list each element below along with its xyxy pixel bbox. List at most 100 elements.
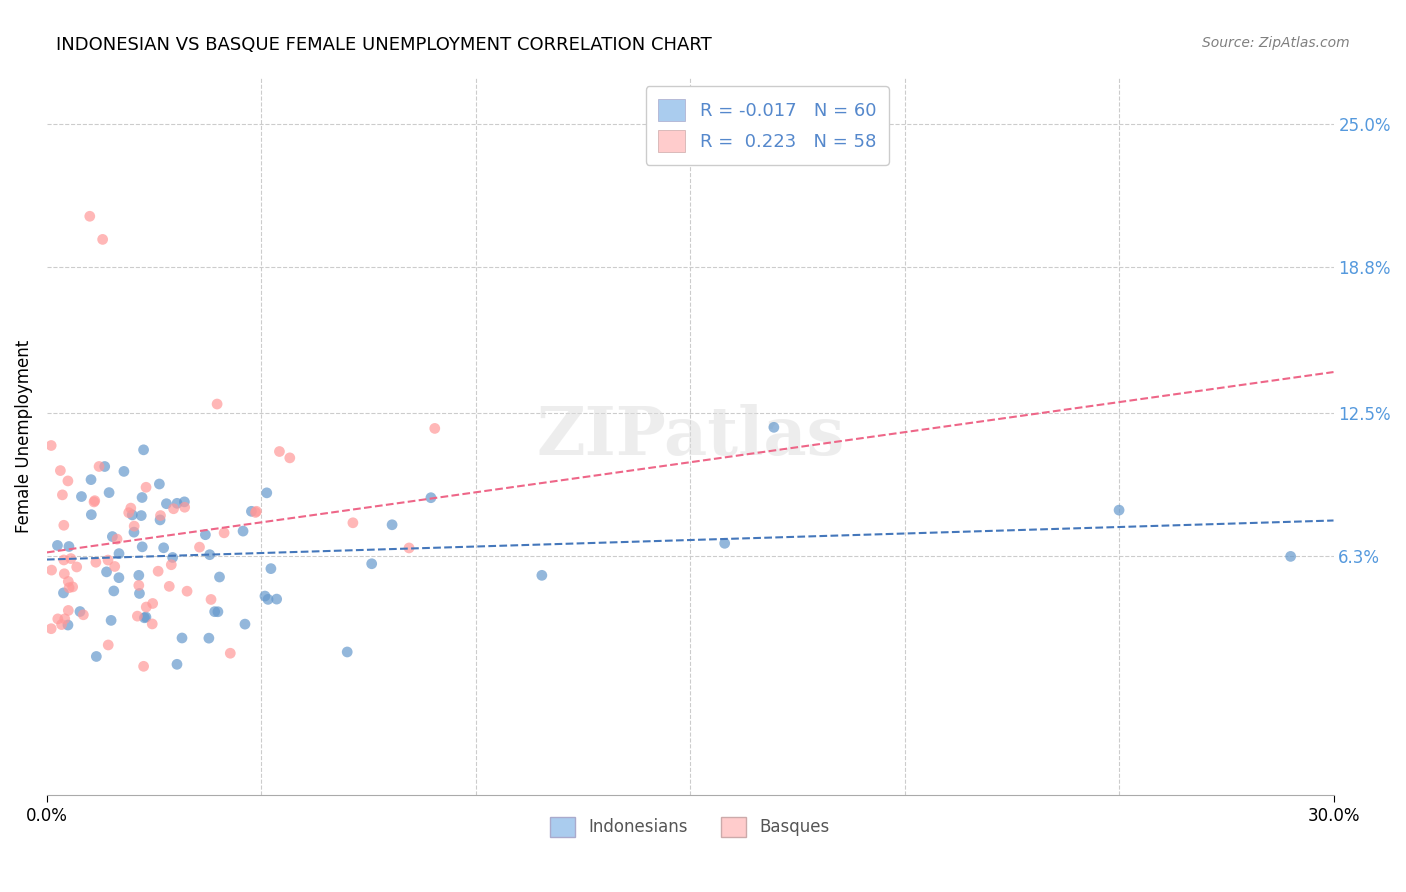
Point <box>212 525 235 540</box>
Point <box>269 444 291 458</box>
Point <box>112 464 135 478</box>
Point <box>131 491 153 505</box>
Point <box>108 547 131 561</box>
Text: ZIPatlas: ZIPatlas <box>536 403 845 468</box>
Point <box>52 518 75 533</box>
Point <box>148 477 170 491</box>
Point <box>70 490 93 504</box>
Point <box>49 464 72 478</box>
Point <box>142 597 165 611</box>
Point <box>118 506 141 520</box>
Point <box>1108 503 1130 517</box>
Point <box>198 548 221 562</box>
Point <box>398 541 420 555</box>
Point <box>98 485 121 500</box>
Point <box>108 571 131 585</box>
Point <box>162 501 184 516</box>
Text: Source: ZipAtlas.com: Source: ZipAtlas.com <box>1202 36 1350 50</box>
Point <box>256 486 278 500</box>
Point <box>86 649 108 664</box>
Point <box>72 607 94 622</box>
Point <box>162 550 184 565</box>
Point <box>56 474 79 488</box>
Point <box>79 209 101 223</box>
Point <box>66 560 89 574</box>
Point <box>46 538 69 552</box>
Point <box>173 495 195 509</box>
Point <box>160 558 183 572</box>
Point <box>83 493 105 508</box>
Point <box>266 592 288 607</box>
Point <box>260 561 283 575</box>
Point <box>135 480 157 494</box>
Point <box>762 420 785 434</box>
Point <box>39 622 62 636</box>
Point <box>62 580 84 594</box>
Point <box>97 553 120 567</box>
Point <box>103 584 125 599</box>
Point <box>141 616 163 631</box>
Point <box>257 592 280 607</box>
Point <box>419 491 441 505</box>
Point <box>166 496 188 510</box>
Point <box>232 524 254 538</box>
Point <box>278 450 301 465</box>
Point <box>104 559 127 574</box>
Point <box>128 568 150 582</box>
Point <box>131 540 153 554</box>
Point <box>121 508 143 522</box>
Point <box>135 610 157 624</box>
Point <box>80 473 103 487</box>
Point <box>129 508 152 523</box>
Point <box>58 540 80 554</box>
Legend: Indonesians, Basques: Indonesians, Basques <box>544 810 837 844</box>
Point <box>166 657 188 672</box>
Point <box>84 555 107 569</box>
Point <box>51 617 73 632</box>
Point <box>360 557 382 571</box>
Point <box>97 638 120 652</box>
Point <box>53 566 76 581</box>
Text: INDONESIAN VS BASQUE FEMALE UNEMPLOYMENT CORRELATION CHART: INDONESIAN VS BASQUE FEMALE UNEMPLOYMENT… <box>56 36 711 54</box>
Point <box>52 586 75 600</box>
Point <box>122 525 145 540</box>
Point <box>381 517 404 532</box>
Point <box>120 501 142 516</box>
Point <box>208 570 231 584</box>
Point <box>39 438 62 452</box>
Point <box>127 609 149 624</box>
Point <box>157 579 180 593</box>
Point <box>83 495 105 509</box>
Point <box>204 605 226 619</box>
Point <box>188 540 211 554</box>
Point <box>245 505 267 519</box>
Point <box>58 603 80 617</box>
Point <box>46 612 69 626</box>
Point <box>149 513 172 527</box>
Point <box>173 500 195 515</box>
Point <box>219 646 242 660</box>
Point <box>100 613 122 627</box>
Point <box>233 617 256 632</box>
Point <box>134 611 156 625</box>
Point <box>59 551 82 566</box>
Point <box>101 530 124 544</box>
Point <box>52 553 75 567</box>
Point <box>69 605 91 619</box>
Point <box>207 605 229 619</box>
Point <box>530 568 553 582</box>
Point <box>53 612 76 626</box>
Point <box>80 508 103 522</box>
Point <box>93 459 115 474</box>
Point <box>135 600 157 615</box>
Point <box>51 488 73 502</box>
Point <box>205 397 228 411</box>
Point <box>200 592 222 607</box>
Point <box>176 584 198 599</box>
Point <box>253 589 276 603</box>
Point <box>128 586 150 600</box>
Point <box>155 497 177 511</box>
Point <box>41 563 63 577</box>
Point <box>132 442 155 457</box>
Point <box>245 504 267 518</box>
